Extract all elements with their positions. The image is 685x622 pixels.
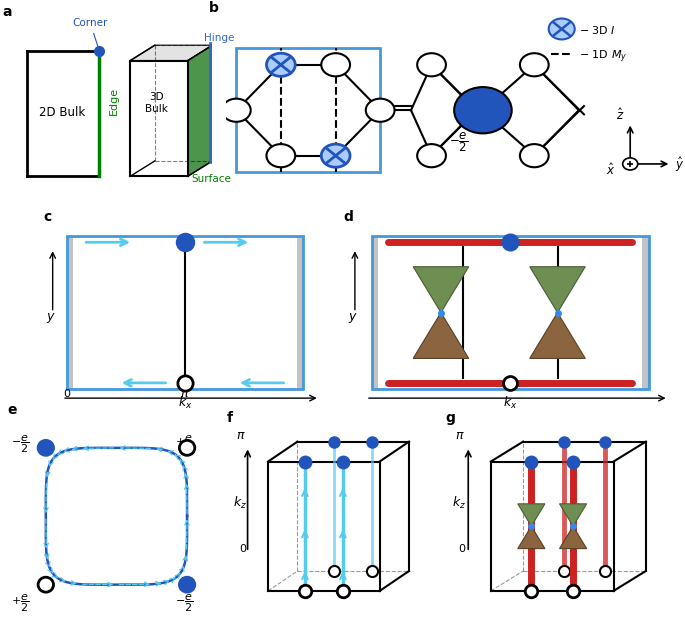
- Text: 2D Bulk: 2D Bulk: [39, 106, 86, 119]
- Circle shape: [417, 53, 446, 77]
- Text: 3D
Bulk: 3D Bulk: [145, 92, 169, 114]
- Polygon shape: [530, 313, 585, 358]
- Text: $+\dfrac{e}{2}$: $+\dfrac{e}{2}$: [175, 434, 193, 455]
- Bar: [67, 236, 303, 389]
- Circle shape: [321, 144, 350, 167]
- Polygon shape: [518, 504, 545, 526]
- Circle shape: [549, 19, 575, 39]
- Bar: [236, 49, 380, 172]
- Text: $-\dfrac{e}{2}$: $-\dfrac{e}{2}$: [11, 434, 29, 455]
- Text: Surface: Surface: [192, 174, 232, 184]
- Text: $\pi$: $\pi$: [180, 387, 190, 399]
- Circle shape: [38, 577, 53, 592]
- Circle shape: [520, 53, 549, 77]
- Text: $\pi$: $\pi$: [236, 429, 245, 442]
- Circle shape: [266, 53, 295, 77]
- Text: $k_x$: $k_x$: [503, 396, 518, 411]
- Polygon shape: [518, 526, 545, 549]
- Text: d: d: [344, 210, 353, 224]
- Polygon shape: [413, 313, 469, 358]
- Text: f: f: [227, 411, 233, 425]
- Polygon shape: [413, 267, 469, 313]
- Circle shape: [417, 144, 446, 167]
- Text: $-\dfrac{e}{2}$: $-\dfrac{e}{2}$: [449, 130, 469, 154]
- Text: $\hat{x}$: $\hat{x}$: [606, 162, 616, 178]
- Text: $\hat{z}$: $\hat{z}$: [616, 107, 625, 123]
- Bar: [642, 236, 649, 389]
- Text: $\pi$: $\pi$: [456, 429, 465, 442]
- Text: $-$ 1D $M_y$: $-$ 1D $M_y$: [579, 49, 627, 65]
- Bar: [67, 236, 73, 389]
- Text: $k_z$: $k_z$: [452, 495, 466, 511]
- Text: 0: 0: [63, 389, 71, 399]
- Circle shape: [623, 158, 638, 170]
- Bar: [371, 236, 379, 389]
- Polygon shape: [560, 526, 586, 549]
- Text: y: y: [47, 310, 54, 323]
- Bar: [371, 236, 649, 389]
- Text: b: b: [209, 1, 219, 16]
- Text: $\hat{y}$: $\hat{y}$: [675, 156, 684, 174]
- Text: 0: 0: [458, 544, 466, 554]
- Text: c: c: [43, 210, 51, 224]
- Text: e: e: [8, 402, 16, 417]
- Circle shape: [38, 440, 53, 455]
- Text: $k_z$: $k_z$: [233, 495, 247, 511]
- Text: 0: 0: [239, 544, 246, 554]
- Circle shape: [266, 144, 295, 167]
- Text: Edge: Edge: [109, 86, 119, 114]
- Text: g: g: [446, 411, 456, 425]
- Circle shape: [222, 99, 251, 122]
- Text: a: a: [3, 6, 12, 19]
- Text: y: y: [349, 310, 356, 323]
- Text: Hinge: Hinge: [204, 34, 234, 44]
- Circle shape: [454, 87, 512, 133]
- Circle shape: [366, 99, 395, 122]
- Bar: [297, 236, 303, 389]
- Circle shape: [520, 144, 549, 167]
- Polygon shape: [188, 45, 212, 177]
- Circle shape: [179, 577, 195, 592]
- Text: $k_x$: $k_x$: [177, 396, 192, 411]
- Polygon shape: [560, 504, 586, 526]
- Polygon shape: [130, 45, 212, 61]
- Circle shape: [179, 440, 195, 455]
- Polygon shape: [530, 267, 585, 313]
- Text: $-$ 3D $I$: $-$ 3D $I$: [579, 24, 615, 37]
- Text: $-\dfrac{e}{2}$: $-\dfrac{e}{2}$: [175, 593, 193, 614]
- Circle shape: [321, 53, 350, 77]
- Text: Corner: Corner: [73, 18, 108, 49]
- Text: $+\dfrac{e}{2}$: $+\dfrac{e}{2}$: [11, 593, 29, 614]
